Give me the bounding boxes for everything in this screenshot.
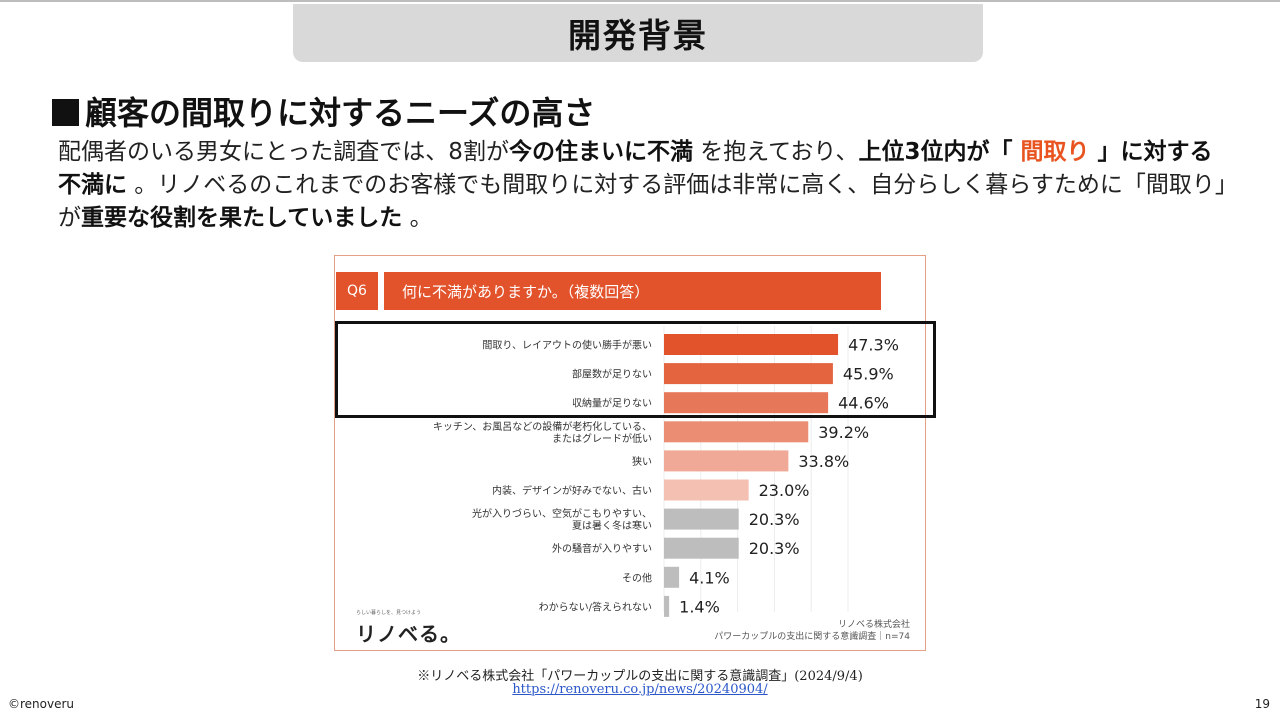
bar xyxy=(664,421,809,443)
chart-source-survey: パワーカップルの支出に関する意識調査｜n=74 xyxy=(714,632,910,642)
top-border-line xyxy=(0,0,1280,2)
category-label: 光が入りづらい、空気がこもりやすい、夏は暑く冬は寒い xyxy=(472,507,652,532)
bar-value-label: 23.0% xyxy=(759,481,810,500)
body-text-1: 配偶者のいる男女にとった調査では、8割が xyxy=(58,139,509,165)
slide-title-box: 開発背景 xyxy=(293,4,983,62)
category-label: 間取り、レイアウトの使い勝手が悪い xyxy=(482,339,652,352)
category-label: キッチン、お風呂などの設備が老朽化している、またはグレードが低い xyxy=(433,420,652,445)
bar xyxy=(664,566,680,588)
bar xyxy=(664,508,739,530)
section-heading-text: 顧客の間取りに対するニーズの高さ xyxy=(85,94,596,132)
category-label: 狭い xyxy=(632,455,652,468)
bar xyxy=(664,595,670,617)
bar-value-label: 44.6% xyxy=(838,394,889,413)
category-label: 収納量が足りない xyxy=(572,397,652,410)
body-bold-4: 重要な役割を果たしていました xyxy=(81,205,403,231)
category-label: 部屋数が足りない xyxy=(572,368,652,381)
bar xyxy=(664,363,833,385)
question-number-badge: Q6 xyxy=(336,272,378,310)
slide-title: 開発背景 xyxy=(568,16,708,55)
square-bullet-icon xyxy=(52,99,79,126)
body-text-3: 。リノベるのこれまでのお客様でも間取りに対する評価は非常に高く、自分らしく暮らす… xyxy=(58,172,1227,231)
body-bold-1: 今の住まいに不満 xyxy=(508,139,693,165)
bar xyxy=(664,450,789,472)
question-text: 何に不満がありますか。（複数回答） xyxy=(402,282,650,301)
chart-value-labels: 47.3% 45.9% 44.6% 39.2% 33.8% 23.0% 20.3% 20.3%… xyxy=(679,336,899,617)
question-header: 何に不満がありますか。（複数回答） xyxy=(384,272,881,310)
bar xyxy=(664,479,749,501)
bar-value-label: 33.8% xyxy=(798,452,849,471)
chart-bars xyxy=(664,334,839,617)
copyright: ©renoveru xyxy=(8,697,75,711)
category-label: わからない/答えられない xyxy=(539,600,652,613)
section-heading: 顧客の間取りに対するニーズの高さ xyxy=(52,88,595,134)
bar-value-label: 4.1% xyxy=(689,568,730,587)
bar-value-label: 1.4% xyxy=(679,597,720,616)
top3-highlight-box xyxy=(335,321,936,418)
footnote: ※リノベる株式会社「パワーカップルの支出に関する意識調査」(2024/9/4) xyxy=(417,669,863,684)
renoveru-logo: リノベる。 xyxy=(356,622,461,646)
body-paragraph: 配偶者のいる男女にとった調査では、8割が今の住まいに不満 を抱えており、上位3位… xyxy=(58,136,1228,235)
bar-value-label: 47.3% xyxy=(848,336,899,355)
bar-value-label: 20.3% xyxy=(749,510,800,529)
footnote-link[interactable]: https://renoveru.co.jp/news/20240904/ xyxy=(512,682,768,697)
bar-value-label: 20.3% xyxy=(749,539,800,558)
page-number: 19 xyxy=(1254,697,1270,711)
body-bold-2: 上位3位内が「 xyxy=(858,139,1021,165)
bar xyxy=(664,334,839,355)
category-label: 内装、デザインが好みでない、古い xyxy=(492,484,652,497)
body-text-4: 。 xyxy=(402,205,433,231)
category-label: その他 xyxy=(622,571,652,584)
body-bold-3: 」に対する不満に xyxy=(58,139,1213,198)
category-label: 外の騒音が入りやすい xyxy=(552,542,652,555)
bar xyxy=(664,392,829,414)
chart-source-company: リノベる株式会社 xyxy=(837,620,910,630)
logo-tagline: らしい暮らしを、見つけよう xyxy=(356,610,422,616)
body-highlight: 間取り xyxy=(1020,139,1090,165)
bar-value-label: 45.9% xyxy=(843,365,894,384)
body-text-2: を抱えており、 xyxy=(692,139,859,165)
bar-value-label: 39.2% xyxy=(818,423,869,442)
bar xyxy=(664,537,739,559)
chart-category-labels: 間取り、レイアウトの使い勝手が悪い部屋数が足りない収納量が足りないキッチン、お風… xyxy=(433,339,652,614)
